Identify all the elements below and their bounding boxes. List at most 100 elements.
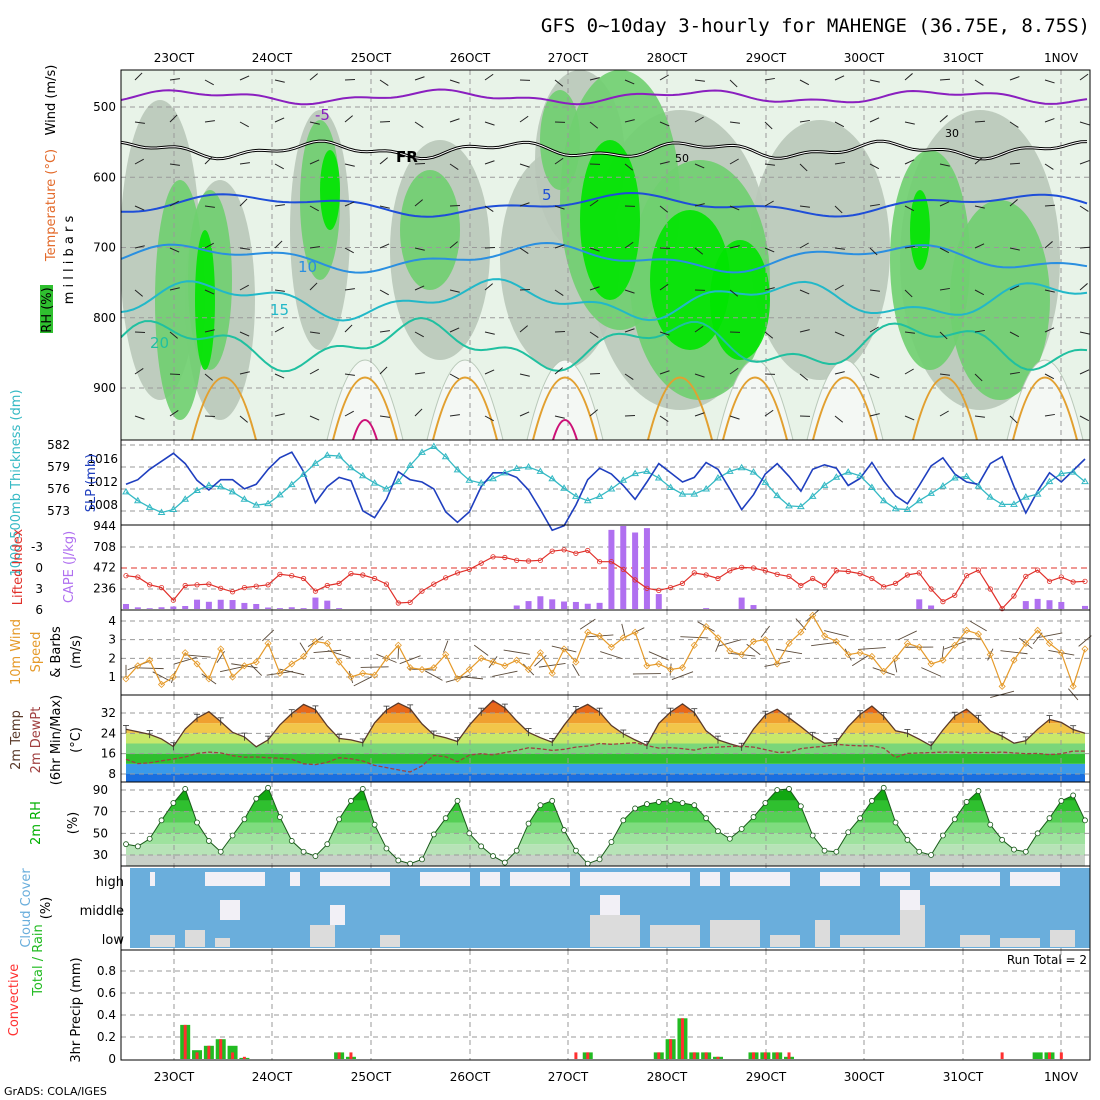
- wind-barb: [1044, 373, 1055, 380]
- wind-speed-point: [513, 656, 521, 664]
- temp-band: [126, 763, 1085, 774]
- thickness-point: [240, 495, 249, 502]
- wind-barb: [414, 76, 425, 81]
- wind-speed-point: [240, 662, 248, 670]
- isotherm-minus5: [121, 88, 1088, 106]
- cape-bar: [1058, 601, 1065, 609]
- thickness-point: [287, 480, 296, 488]
- isotherm-freezing-inner: [121, 140, 1088, 160]
- thickness-point: [382, 485, 391, 492]
- cape-bar: [655, 594, 662, 609]
- cloud-level-middle: middle: [80, 904, 124, 919]
- wind-speed-point: [939, 656, 947, 664]
- wind-barb: [554, 367, 563, 375]
- thickness-point: [1045, 477, 1054, 485]
- wind-barb: [1044, 163, 1054, 170]
- wind-speed-point: [832, 637, 840, 646]
- wind-barb: [869, 413, 880, 417]
- cape-bar: [312, 597, 319, 609]
- wind-speed-point: [619, 634, 627, 642]
- wind-barb-10m: [360, 666, 389, 668]
- legend-rh-swatch: [40, 285, 53, 333]
- wind-speed-point: [217, 645, 225, 653]
- y-tick-label-temp: 24: [101, 726, 116, 740]
- wind-barb: [1044, 79, 1055, 84]
- thickness-point: [737, 463, 746, 471]
- upper-air-field: -5 FR 5 10 15 20 30 50: [121, 70, 1090, 440]
- wind-barb-10m: [775, 648, 803, 655]
- wind-barb: [344, 247, 354, 254]
- wind-speed-point: [702, 623, 710, 631]
- isotherm-label: FR: [396, 148, 418, 166]
- precip-convective-bar: [349, 1052, 353, 1059]
- li-point: [810, 575, 816, 582]
- wind-barb-10m: [941, 646, 945, 659]
- y-tick-label-precip: 0: [108, 1052, 116, 1066]
- thickness-point: [773, 491, 782, 499]
- wind-barb: [729, 205, 740, 211]
- wind-barb: [449, 204, 461, 207]
- wind-barb: [869, 373, 880, 379]
- temp-band: [126, 743, 1085, 754]
- li-point: [147, 582, 153, 588]
- high-cloud-gap: [320, 872, 390, 886]
- wind-barb-10m: [299, 642, 308, 655]
- rh2m-point: [419, 856, 425, 863]
- wind-speed-point: [264, 639, 272, 647]
- legend-rh-label: RH (%): [40, 287, 55, 332]
- wind-barb: [204, 120, 215, 123]
- wind-barb: [344, 288, 355, 291]
- thickness-point: [560, 484, 568, 491]
- rh2m-point: [407, 860, 414, 867]
- wind-barb: [239, 331, 250, 337]
- x-tick-label-top: 27OCT: [548, 51, 589, 65]
- rh2m-point: [726, 835, 733, 842]
- cape-bar: [928, 605, 935, 609]
- li-point: [229, 589, 236, 595]
- y-axis-label-temp-2: 2m DewPt: [29, 707, 44, 774]
- rh2m-point: [253, 795, 260, 802]
- y-tick-label-thickness: 576: [47, 482, 70, 496]
- li-point: [360, 572, 366, 578]
- wind-barb: [624, 119, 635, 123]
- isotherm-label: 10: [298, 258, 317, 276]
- wind-barb: [799, 329, 810, 333]
- wind-speed-point: [643, 662, 651, 670]
- rh2m-point: [205, 838, 212, 844]
- li-point: [1011, 593, 1017, 599]
- precip-convective-bar: [1047, 1052, 1051, 1059]
- y-tick-label-pressure: 700: [93, 241, 116, 255]
- cape-bar: [146, 608, 153, 609]
- wind-barb-10m: [424, 670, 443, 681]
- li-point: [383, 581, 390, 587]
- x-tick-label-top: 1NOV: [1044, 51, 1079, 65]
- rh2m-band: [126, 855, 1085, 866]
- wind-speed-point: [868, 652, 876, 661]
- thickness-point: [796, 502, 805, 510]
- wind-barb: [519, 325, 528, 333]
- x-tick-label-bottom: 24OCT: [252, 1070, 293, 1084]
- x-tick-label-top: 24OCT: [252, 51, 293, 65]
- rh-shade-blob: [195, 230, 215, 370]
- wind-speed-point: [726, 647, 734, 655]
- wind-barb: [729, 289, 739, 297]
- wind-speed-point: [536, 649, 544, 657]
- wind-barb: [239, 121, 249, 128]
- wind-barb: [484, 415, 494, 422]
- wind-speed-point: [856, 649, 864, 657]
- rh-shade-blob: [910, 190, 930, 270]
- wind-barb: [204, 289, 215, 295]
- rh2m-point: [158, 817, 165, 824]
- rh2m-point: [892, 819, 899, 826]
- li-point: [218, 585, 224, 591]
- x-tick-label-bottom: 29OCT: [746, 1070, 787, 1084]
- wind-barb-10m: [1078, 635, 1092, 647]
- wind-barb: [379, 366, 388, 375]
- thickness-point: [512, 464, 521, 471]
- rh2m-point: [904, 836, 911, 843]
- wind-speed-point: [986, 651, 994, 659]
- wind-barb: [274, 79, 285, 83]
- rh2m-point: [940, 832, 946, 839]
- li-point: [502, 554, 508, 561]
- li-point: [833, 568, 839, 574]
